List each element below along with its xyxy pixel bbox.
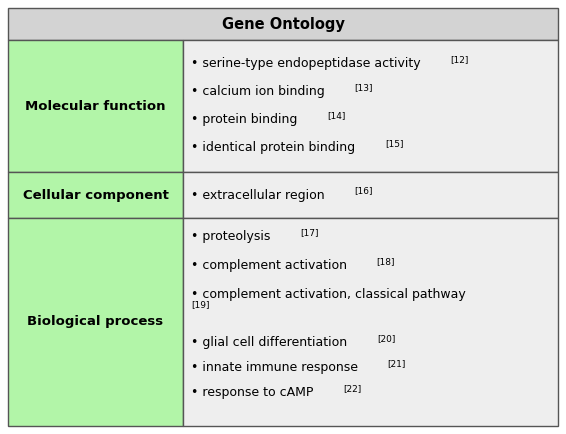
Bar	[183, 172, 558, 218]
Text: Biological process: Biological process	[27, 316, 164, 329]
Text: [15]: [15]	[385, 139, 404, 148]
Text: • innate immune response: • innate immune response	[191, 361, 358, 374]
Text: Cellular component: Cellular component	[23, 188, 169, 201]
Text: [16]: [16]	[354, 187, 373, 195]
Bar	[8, 218, 183, 426]
Bar	[183, 218, 558, 426]
Bar	[8, 172, 183, 218]
Text: • calcium ion binding: • calcium ion binding	[191, 85, 325, 99]
Text: • protein binding: • protein binding	[191, 114, 297, 126]
Text: [14]: [14]	[327, 112, 345, 121]
Text: [20]: [20]	[377, 334, 395, 343]
Text: • extracellular region: • extracellular region	[191, 188, 324, 201]
Text: [21]: [21]	[388, 359, 406, 368]
Text: [22]: [22]	[343, 384, 361, 393]
Bar	[8, 40, 183, 172]
Text: • complement activation: • complement activation	[191, 260, 347, 273]
Text: [19]: [19]	[191, 300, 209, 309]
Text: • serine-type endopeptidase activity: • serine-type endopeptidase activity	[191, 57, 421, 70]
Text: [12]: [12]	[451, 56, 469, 65]
Text: • complement activation, classical pathway: • complement activation, classical pathw…	[191, 289, 466, 302]
Text: • response to cAMP: • response to cAMP	[191, 386, 313, 399]
Text: Gene Ontology: Gene Ontology	[221, 16, 345, 32]
Text: • identical protein binding: • identical protein binding	[191, 141, 355, 155]
Text: • proteolysis: • proteolysis	[191, 230, 271, 243]
Text: Molecular function: Molecular function	[25, 99, 166, 112]
Bar	[183, 40, 558, 172]
Bar	[8, 8, 558, 40]
Text: • glial cell differentiation: • glial cell differentiation	[191, 336, 347, 349]
Text: [17]: [17]	[300, 228, 319, 237]
Text: [18]: [18]	[377, 257, 395, 266]
Text: [13]: [13]	[354, 83, 373, 92]
